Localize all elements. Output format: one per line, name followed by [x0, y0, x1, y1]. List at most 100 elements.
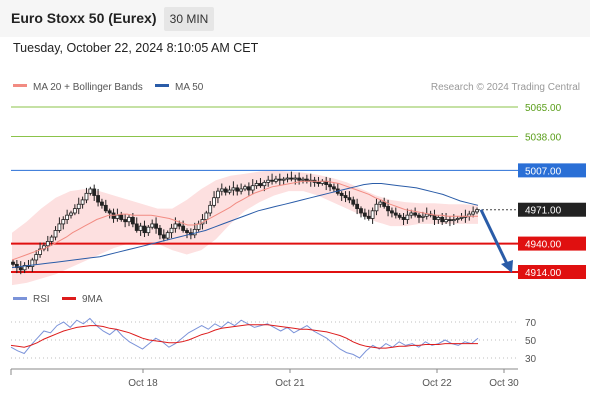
x-axis: Oct 18 Oct 21 Oct 22 Oct 30: [10, 369, 519, 389]
candle-body: [246, 186, 251, 191]
candle-body: [61, 219, 66, 225]
candle-body: [401, 216, 406, 220]
ma9-legend-swatch: [62, 297, 76, 300]
candle-body: [123, 219, 128, 223]
candle-body: [420, 215, 425, 218]
rsi-tick-label: 30: [525, 354, 537, 365]
forecast-arrow: [479, 209, 513, 273]
price-label-box: [518, 236, 586, 251]
candle-body: [285, 177, 290, 180]
candle-body: [92, 188, 97, 196]
price-label-text: 4914.00: [525, 268, 562, 279]
candle-body: [413, 212, 418, 216]
candle-body: [301, 178, 305, 181]
candle-body: [42, 245, 46, 250]
candle-body: [38, 248, 42, 255]
candle-body: [208, 204, 213, 214]
candle-body: [397, 214, 402, 218]
candle-body: [235, 187, 240, 192]
candle-body: [100, 201, 104, 206]
rsi-legend-label: RSI: [33, 294, 50, 305]
candle-body: [436, 216, 441, 220]
price-label-pivot: 5007.00: [518, 163, 586, 178]
candle-body: [150, 223, 155, 228]
x-axis-tick-label: Oct 30: [489, 378, 519, 389]
price-label-text: 4971.00: [525, 206, 562, 217]
x-axis-tick-label: Oct 22: [422, 378, 452, 389]
candle-body: [185, 230, 189, 234]
candle-body: [378, 201, 383, 205]
rsi-tick-label: 70: [525, 318, 537, 329]
candle-body: [45, 241, 50, 247]
price-label-support: 4914.00: [518, 265, 586, 279]
timestamp: Tuesday, October 22, 2024 8:10:05 AM CET: [13, 41, 259, 55]
candle-body: [227, 189, 232, 193]
bollinger-band: [12, 170, 478, 286]
ma20-legend-swatch: [13, 84, 27, 87]
candle-body: [393, 212, 398, 216]
candle-body: [138, 225, 143, 231]
candle-body: [386, 206, 390, 212]
candle-body: [111, 212, 116, 219]
candle-body: [328, 184, 332, 188]
candle-body: [471, 211, 476, 215]
candle-body: [424, 213, 429, 217]
candle-body: [204, 212, 209, 220]
candle-body: [417, 214, 421, 218]
candle-body: [161, 234, 166, 239]
source-credit: Research © 2024 Trading Central: [431, 82, 580, 93]
candle-body: [243, 186, 247, 190]
candle-body: [69, 212, 73, 216]
candle-body: [84, 192, 89, 201]
candle-body: [49, 236, 54, 242]
price-label-text: 4940.00: [525, 240, 562, 251]
ma50-legend-label: MA 50: [175, 82, 204, 93]
header-bar: Euro Stoxx 50 (Eurex) 30 MIN: [0, 0, 590, 37]
candle-body: [173, 223, 178, 229]
price-label-resistance: 5038.00: [525, 133, 562, 144]
candle-body: [359, 208, 363, 214]
candle-body: [219, 188, 224, 192]
candle-body: [181, 225, 186, 231]
candle-body: [366, 215, 371, 219]
rsi-line: [10, 317, 479, 359]
candle-body: [146, 226, 151, 234]
candle-body: [355, 203, 360, 210]
candle-body: [154, 223, 158, 229]
candle-body: [96, 195, 100, 203]
candle-body: [382, 201, 387, 207]
candle-body: [65, 214, 70, 220]
candle-body: [293, 177, 298, 180]
candle-body: [11, 261, 15, 265]
candle-body: [119, 214, 124, 220]
candlestick-series: [11, 171, 479, 275]
x-axis-tick-label: Oct 21: [275, 378, 305, 389]
candle-body: [277, 178, 282, 181]
candle-body: [239, 188, 244, 192]
candle-body: [274, 178, 278, 182]
ma50-legend-swatch: [155, 84, 169, 87]
price-label-last: 4971.00: [518, 202, 586, 217]
price-levels: [11, 106, 518, 273]
candle-body: [22, 265, 27, 271]
forecast-arrow-shaft: [479, 209, 510, 267]
candle-body: [254, 183, 259, 187]
candle-body: [281, 178, 286, 181]
candle-body: [270, 179, 274, 182]
candle-body: [177, 223, 182, 227]
candle-body: [14, 263, 19, 269]
ma9-legend-label: 9MA: [82, 294, 103, 305]
candle-body: [332, 186, 336, 190]
candle-body: [169, 227, 174, 234]
candle-body: [374, 203, 379, 212]
timeframe-badge[interactable]: 30 MIN: [164, 7, 214, 31]
candle-body: [440, 216, 445, 223]
candle-body: [475, 209, 479, 213]
candle-body: [18, 267, 23, 271]
candle-body: [72, 208, 77, 214]
candle-body: [448, 219, 452, 222]
candle-body: [451, 219, 456, 222]
candle-body: [362, 212, 367, 217]
price-label-resistance: 5065.00: [525, 103, 562, 114]
